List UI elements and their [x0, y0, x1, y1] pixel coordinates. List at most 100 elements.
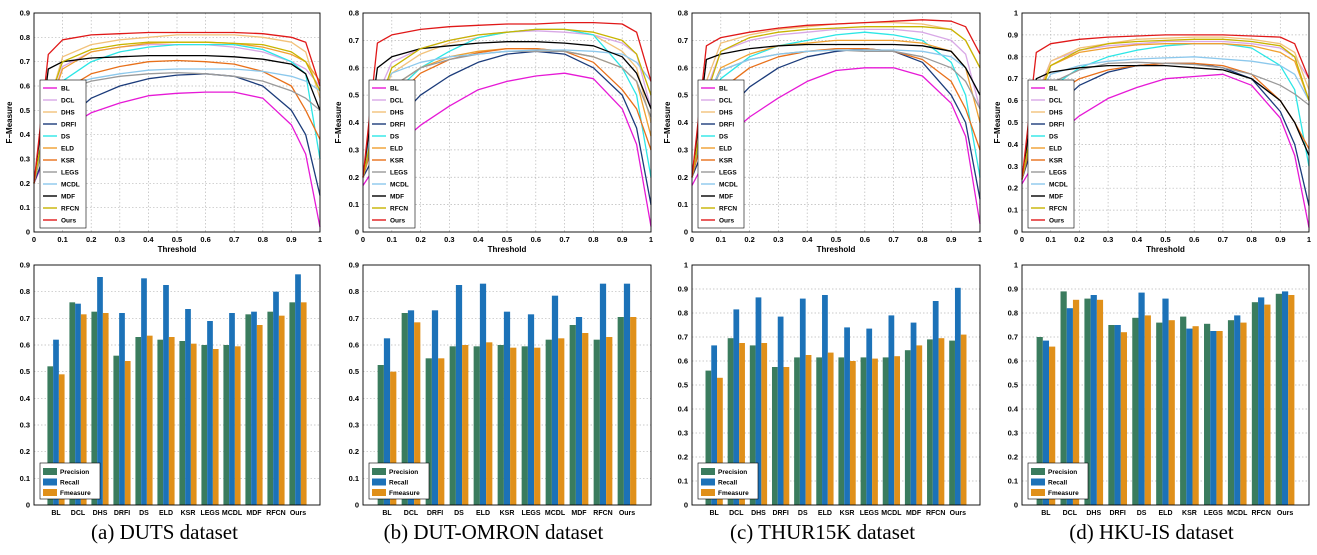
line-chart-b: 0 0.1 0.2 0.3 0.4 0.5 0.6 0.7 0.8 0 0.1 0.2 0.3 0.4 0.…: [334, 9, 653, 255]
y-tick-label: 0.3: [349, 421, 359, 430]
x-tick-label: 0.1: [716, 235, 726, 244]
y-tick-label: 1: [684, 261, 688, 270]
y-tick-label: 0.8: [20, 287, 30, 296]
x-tick-label: 1: [978, 235, 982, 244]
y-tick-label: 0: [355, 501, 359, 510]
series-line-rfcn: [1021, 38, 1310, 180]
y-tick-label: 0.7: [349, 36, 359, 45]
y-tick-label: 1: [1014, 261, 1018, 270]
x-tick-label: 0.2: [1074, 235, 1084, 244]
x-tick-label: 0.5: [502, 235, 512, 244]
y-tick-label: 1: [1014, 9, 1018, 18]
bar-precision-mcdl: [223, 345, 230, 505]
legend-label-fmeasure: Fmeasure: [389, 490, 420, 497]
legend-label-eld: ELD: [390, 146, 403, 153]
bar-chart-d: 0 0.1 0.2 0.3 0.4 0.5 0.6 0.7 0.8 0.9 1 BL DCL DHS DRF…: [1008, 261, 1310, 517]
y-tick-label: 0.2: [678, 173, 688, 182]
bar-recall-eld: [822, 295, 828, 505]
bar-fmeasure-rfcn: [1264, 304, 1271, 505]
y-tick-label: 0.3: [678, 429, 688, 438]
bar-recall-dhs: [97, 277, 103, 505]
legend-label-mdf: MDF: [390, 194, 404, 201]
series-line-mdf: [362, 41, 652, 178]
bar-recall-ksr: [844, 327, 850, 505]
bar-precision-eld: [157, 339, 164, 505]
legend-label-dhs: DHS: [719, 110, 733, 117]
bar-fmeasure-mcdl: [558, 338, 565, 505]
x-tick-label: 0.4: [143, 235, 154, 244]
bar-precision-legs: [201, 345, 208, 505]
bar-recall-dcl: [733, 309, 740, 505]
bar-fmeasure-ours: [300, 302, 307, 505]
y-tick-label: 0.9: [349, 261, 359, 270]
y-tick-label: 0.7: [20, 314, 30, 323]
y-tick-label: 0.8: [20, 33, 30, 42]
category-label: BL: [709, 510, 719, 517]
bar-fmeasure-eld: [827, 352, 834, 505]
x-tick-label: 0: [690, 235, 694, 244]
y-axis-label: F−Measure: [5, 101, 14, 144]
bar-recall-ours: [1281, 291, 1289, 505]
bar-fmeasure-bl: [390, 371, 397, 505]
legend-swatch-recall: [701, 478, 715, 486]
y-tick-label: 0: [26, 228, 30, 237]
legend-swatch-precision: [372, 468, 386, 475]
legend-label-dhs: DHS: [1049, 110, 1063, 117]
bar-recall-rfcn: [599, 283, 607, 505]
category-label: LEGS: [521, 510, 540, 517]
bar-precision-dcl: [1060, 291, 1067, 505]
x-tick-label: 0.1: [57, 235, 67, 244]
category-label: RFCN: [266, 510, 285, 517]
bar-recall-legs: [866, 328, 873, 505]
y-tick-label: 0.4: [20, 394, 31, 403]
y-tick-label: 0.5: [20, 106, 30, 115]
y-tick-label: 0.1: [1008, 206, 1018, 215]
legend-swatch-fmeasure: [701, 489, 715, 496]
bar-recall-drfi: [119, 313, 125, 505]
bar-fmeasure-ksr: [849, 361, 856, 505]
legend-label-dcl: DCL: [719, 98, 732, 105]
bar-precision-rfcn: [593, 339, 600, 505]
bar-fmeasure-bl: [1049, 346, 1056, 505]
y-tick-label: 0.7: [1008, 333, 1018, 342]
legend-label-eld: ELD: [719, 146, 732, 153]
bar-precision-mdf: [569, 325, 576, 505]
series-line-ours: [362, 21, 652, 178]
bar-recall-bl: [711, 345, 718, 505]
category-label: Ours: [950, 510, 966, 517]
bar-precision-legs: [521, 346, 528, 505]
x-tick-label: 0.7: [888, 235, 898, 244]
x-axis-label: Threshold: [158, 245, 197, 254]
legend-label-fmeasure: Fmeasure: [60, 490, 91, 497]
y-tick-label: 0.3: [1008, 162, 1018, 171]
bar-recall-drfi: [777, 316, 784, 505]
bar-precision-ours: [1275, 293, 1282, 505]
legend-label-precision: Precision: [60, 469, 89, 476]
legend-label-mdf: MDF: [1049, 194, 1063, 201]
bar-fmeasure-bl: [58, 374, 65, 505]
x-tick-label: 0.5: [172, 235, 182, 244]
legend-label-legs: LEGS: [390, 170, 408, 177]
bar-recall-mdf: [575, 317, 583, 505]
y-tick-label: 0.9: [1008, 30, 1018, 39]
legend-label-fmeasure: Fmeasure: [718, 490, 749, 497]
bar-precision-mcdl: [1227, 320, 1235, 505]
bar-precision-drfi: [1108, 325, 1115, 505]
y-tick-label: 0.5: [349, 367, 359, 376]
series-line-rfcn: [33, 41, 321, 184]
bar-fmeasure-drfi: [124, 361, 131, 505]
bar-precision-ksr: [838, 357, 845, 505]
bar-recall-mcdl: [1234, 315, 1241, 505]
y-tick-label: 0.9: [20, 9, 30, 18]
legend-label-bl: BL: [1049, 86, 1058, 93]
bar-fmeasure-ds: [805, 355, 812, 505]
y-tick-label: 0.5: [678, 381, 688, 390]
x-tick-label: 0.9: [946, 235, 956, 244]
bar-recall-ksr: [1186, 328, 1193, 505]
bar-fmeasure-drfi: [783, 367, 790, 505]
legend-box: [39, 79, 87, 229]
legend-label-ours: Ours: [390, 218, 406, 225]
bar-precision-dhs: [91, 311, 98, 505]
caption-c: (c) THUR15K dataset: [729, 520, 916, 544]
legend-label-ds: DS: [61, 134, 71, 141]
